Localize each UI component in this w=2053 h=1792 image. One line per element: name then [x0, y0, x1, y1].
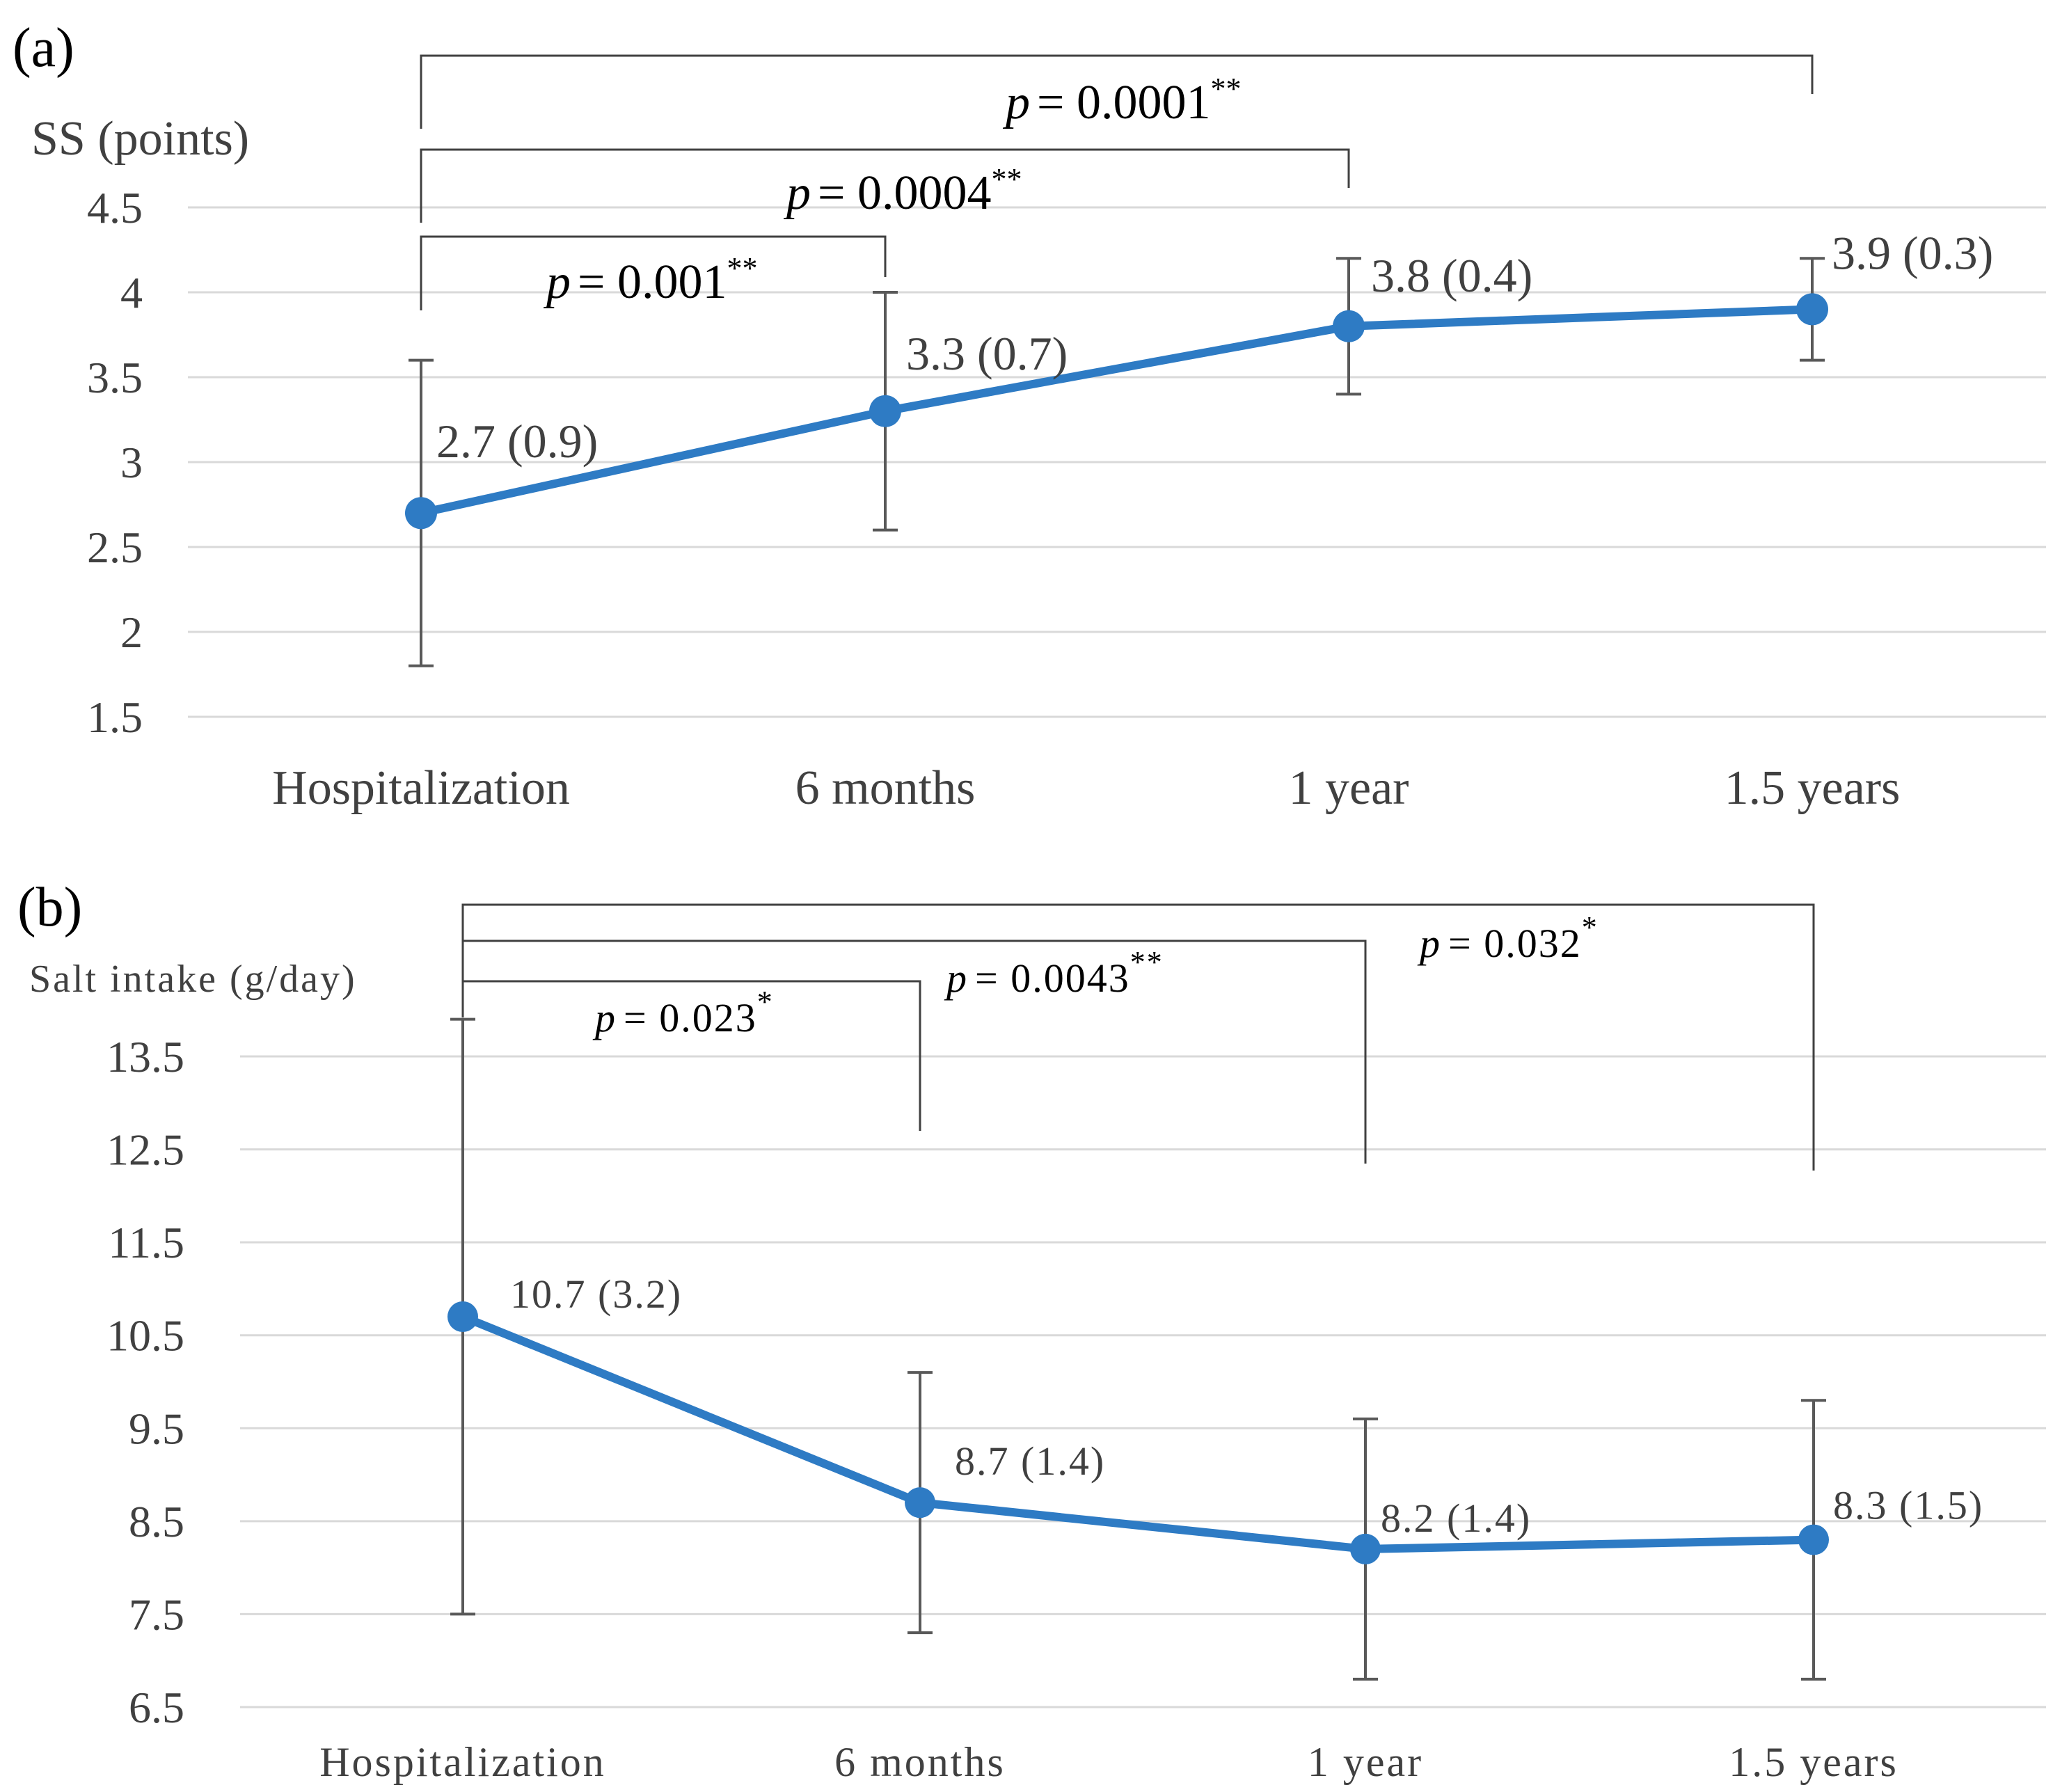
p-value-label: p = 0.032* [1417, 910, 1599, 966]
data-point [1796, 293, 1828, 326]
panel-a-chart: (a) SS (points) 1.5 2 2.5 3 3.5 4 4.5 Hospital… [13, 17, 2046, 815]
y-tick-label: 10.5 [106, 1311, 184, 1361]
panel-a-y-axis-label: SS (points) [31, 112, 249, 166]
significance-bracket [461, 903, 1815, 1171]
series-line [420, 305, 1813, 518]
p-symbol: p [783, 166, 811, 220]
panel-a-y-tick-labels: 1.5 2 2.5 3 3.5 4 4.5 [87, 183, 143, 742]
p-symbol: p [1002, 76, 1030, 129]
y-tick-label: 4 [120, 268, 143, 317]
data-label: 8.3 (1.5) [1833, 1483, 1983, 1528]
significance-bracket [420, 148, 1350, 223]
panel-b-y-tick-labels: 6.5 7.5 8.5 9.5 10.5 11.5 12.5 13.5 [106, 1032, 184, 1732]
data-label: 3.9 (0.3) [1832, 226, 1993, 279]
x-category-label: 1 year [1308, 1739, 1423, 1785]
y-tick-label: 7.5 [129, 1589, 184, 1639]
y-tick-label: 6.5 [129, 1683, 184, 1732]
p-value-label: p = 0.023* [592, 985, 774, 1040]
p-value: = 0.032 [1448, 921, 1582, 966]
data-label: 3.3 (0.7) [906, 327, 1068, 380]
panel-a-category-labels: Hospitalization 6 months 1 year 1.5 years [272, 761, 1900, 815]
x-category-label: 1.5 years [1725, 761, 1901, 815]
data-point [869, 395, 901, 427]
p-value-label: p = 0.0001** [1002, 72, 1241, 129]
data-label: 3.8 (0.4) [1371, 249, 1532, 302]
y-tick-label: 3.5 [87, 353, 143, 402]
x-category-label: 6 months [795, 761, 976, 815]
y-tick-label: 8.5 [129, 1497, 184, 1546]
y-tick-label: 11.5 [108, 1218, 184, 1267]
p-symbol: p [592, 995, 617, 1040]
significance-stars: ** [1130, 945, 1164, 979]
x-category-label: Hospitalization [319, 1739, 606, 1785]
significance-stars: ** [1210, 72, 1241, 106]
significance-stars: ** [727, 251, 757, 285]
panel-b-category-labels: Hospitalization 6 months 1 year 1.5 years [319, 1739, 1899, 1785]
data-label: 2.7 (0.9) [436, 415, 598, 468]
significance-bracket [461, 980, 921, 1131]
y-tick-label: 1.5 [87, 692, 143, 742]
significance-stars: * [1582, 910, 1599, 944]
y-tick-label: 9.5 [129, 1404, 184, 1453]
p-value-label: p = 0.001** [543, 251, 757, 309]
y-tick-label: 3 [120, 438, 143, 487]
x-category-label: 6 months [834, 1739, 1006, 1785]
data-label: 8.7 (1.4) [955, 1438, 1105, 1484]
p-symbol: p [1417, 921, 1441, 966]
data-point [905, 1487, 935, 1519]
p-value-label: p = 0.0043** [944, 945, 1164, 1001]
x-category-label: 1 year [1289, 761, 1409, 815]
panel-b-data-labels: 10.7 (3.2) 8.7 (1.4) 8.2 (1.4) 8.3 (1.5) [510, 1271, 1983, 1541]
data-point [1350, 1533, 1381, 1564]
p-value: = 0.001 [578, 255, 727, 309]
y-tick-label: 4.5 [87, 183, 143, 232]
data-point [1798, 1524, 1829, 1555]
panel-b-series [447, 1301, 1829, 1564]
y-tick-label: 12.5 [106, 1125, 184, 1175]
data-label: 8.2 (1.4) [1381, 1496, 1531, 1541]
y-tick-label: 13.5 [106, 1032, 184, 1081]
panel-b-chart: (b) Salt intake (g/day) 6.5 7.5 8.5 9.5 10.5… [17, 877, 2046, 1785]
panel-b-error-bars [450, 1017, 1826, 1681]
p-value: = 0.0043 [975, 956, 1130, 1001]
p-value: = 0.0004 [818, 166, 991, 220]
x-category-label: Hospitalization [272, 761, 570, 815]
p-symbol: p [543, 255, 571, 309]
x-category-label: 1.5 years [1729, 1739, 1899, 1785]
panel-a-label: (a) [13, 17, 74, 79]
panel-b-gridlines [240, 1055, 2046, 1708]
significance-stars: ** [991, 162, 1022, 196]
panel-a-significance-brackets: p = 0.001**p = 0.0004**p = 0.0001** [420, 54, 1814, 310]
data-label: 10.7 (3.2) [510, 1271, 682, 1317]
significance-bracket [461, 939, 1367, 1164]
data-point [447, 1301, 478, 1332]
p-value: = 0.0001 [1037, 76, 1210, 129]
y-tick-label: 2.5 [87, 523, 143, 572]
panel-a-data-labels: 2.7 (0.9) 3.3 (0.7) 3.8 (0.4) 3.9 (0.3) [436, 226, 1993, 468]
data-point [1333, 310, 1365, 342]
y-tick-label: 2 [120, 608, 143, 657]
significance-stars: * [757, 985, 774, 1019]
panel-a-gridlines [188, 206, 2046, 718]
series-line [461, 1313, 1814, 1553]
significance-bracket [420, 54, 1814, 129]
p-value: = 0.023 [624, 995, 757, 1040]
significance-bracket [420, 235, 887, 310]
panel-b-significance-brackets: p = 0.023*p = 0.0043** p = 0.032* [461, 903, 1815, 1171]
data-point [405, 497, 437, 530]
p-symbol: p [944, 956, 968, 1001]
panel-b-label: (b) [17, 877, 82, 938]
panel-a-series [405, 293, 1828, 530]
panel-b-y-axis-label: Salt intake (g/day) [29, 958, 357, 1001]
p-value-label: p = 0.0004** [783, 162, 1022, 220]
